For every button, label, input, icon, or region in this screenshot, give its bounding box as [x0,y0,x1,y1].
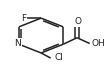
Text: F: F [21,14,26,23]
Text: N: N [15,39,21,48]
Text: Cl: Cl [55,53,64,62]
Text: O: O [74,17,81,26]
Text: OH: OH [91,39,105,48]
